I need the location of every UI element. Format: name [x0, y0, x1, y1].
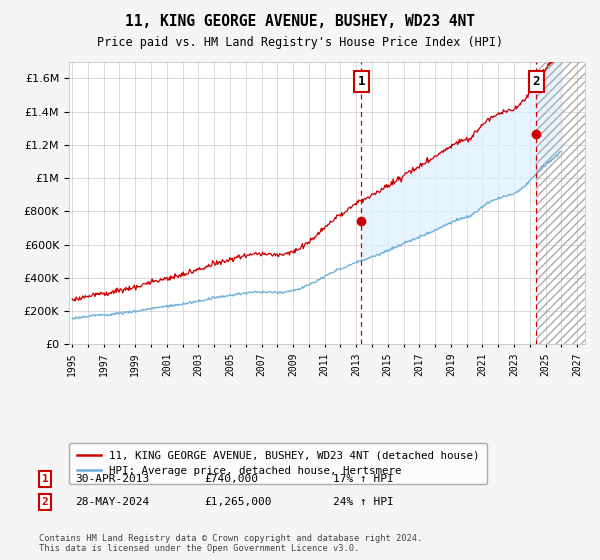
Bar	[536, 62, 585, 344]
Text: 11, KING GEORGE AVENUE, BUSHEY, WD23 4NT: 11, KING GEORGE AVENUE, BUSHEY, WD23 4NT	[125, 14, 475, 29]
Text: 2: 2	[41, 497, 49, 507]
Text: 1: 1	[41, 474, 49, 484]
Text: £1,265,000: £1,265,000	[204, 497, 271, 507]
Text: 30-APR-2013: 30-APR-2013	[75, 474, 149, 484]
Text: Price paid vs. HM Land Registry's House Price Index (HPI): Price paid vs. HM Land Registry's House …	[97, 36, 503, 49]
Text: 1: 1	[358, 75, 365, 88]
Legend: 11, KING GEORGE AVENUE, BUSHEY, WD23 4NT (detached house), HPI: Average price, d: 11, KING GEORGE AVENUE, BUSHEY, WD23 4NT…	[69, 443, 487, 484]
Text: 17% ↑ HPI: 17% ↑ HPI	[333, 474, 394, 484]
Bar	[536, 62, 585, 344]
Text: Contains HM Land Registry data © Crown copyright and database right 2024.
This d: Contains HM Land Registry data © Crown c…	[39, 534, 422, 553]
Text: 2: 2	[533, 75, 540, 88]
Text: 24% ↑ HPI: 24% ↑ HPI	[333, 497, 394, 507]
Text: 28-MAY-2024: 28-MAY-2024	[75, 497, 149, 507]
Text: £740,000: £740,000	[204, 474, 258, 484]
